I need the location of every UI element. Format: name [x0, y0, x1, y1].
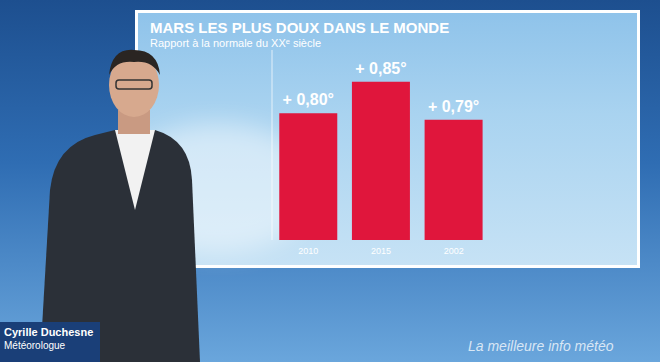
svg-text:2015: 2015 — [371, 246, 391, 256]
html-text:Cyrille Duchesne: Cyrille Duchesne — [4, 326, 94, 338]
svg-text:2010: 2010 — [298, 246, 318, 256]
html-text:La meilleure info météo: La meilleure info météo — [468, 338, 614, 354]
svg-text:+ 0,85°: + 0,85° — [355, 60, 406, 77]
html-text:Météorologue: Météorologue — [4, 340, 66, 351]
svg-text:+ 0,79°: + 0,79° — [428, 98, 479, 115]
svg-text:+ 0,80°: + 0,80° — [283, 91, 334, 108]
html-text:Rapport à la normale du XXᵉ si: Rapport à la normale du XXᵉ siècle — [150, 37, 321, 49]
svg-text:2002: 2002 — [444, 246, 464, 256]
html-text:MARS LES PLUS DOUX DANS LE MON: MARS LES PLUS DOUX DANS LE MONDE — [150, 19, 450, 36]
